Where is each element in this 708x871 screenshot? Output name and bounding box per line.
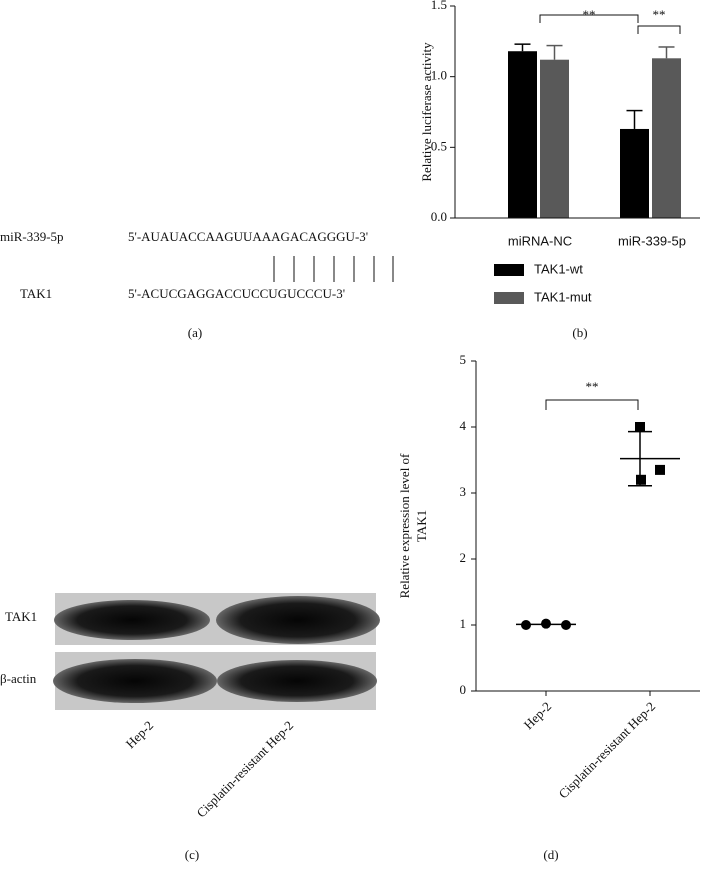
dot	[635, 422, 645, 432]
dot	[541, 618, 551, 629]
legend-label: TAK1-mut	[534, 289, 592, 304]
legend-swatch	[494, 264, 524, 276]
legend-swatch	[494, 292, 524, 304]
y-tick-label: 3	[460, 484, 467, 499]
caption: (d)	[543, 847, 558, 862]
significance-label: **	[586, 379, 599, 394]
sequence: 5'-AUAUACCAAGUUAAAGACAGGGU-3'	[128, 229, 368, 244]
significance-bracket	[637, 25, 681, 34]
y-tick-label: 1	[460, 616, 467, 631]
bar	[508, 51, 537, 218]
y-tick-label: 0.0	[431, 209, 447, 224]
y-tick-label: 1.5	[431, 0, 447, 12]
y-tick-label: 4	[460, 418, 467, 433]
y-axis-label: Relative luciferase activity	[419, 42, 434, 182]
x-tick-label: miRNA-NC	[508, 233, 572, 248]
x-tick-label: miR-339-5p	[618, 233, 686, 248]
y-tick-label: 0.5	[431, 138, 447, 153]
dot	[655, 464, 665, 475]
band	[216, 596, 380, 644]
sequence: 5'-ACUCGAGGACCUCCUGUCCCU-3'	[128, 286, 345, 301]
pairing-lines	[273, 256, 394, 282]
dot	[561, 620, 571, 630]
band	[53, 659, 217, 703]
lane-label: Hep-2	[123, 718, 157, 752]
significance-label: **	[653, 7, 666, 22]
bar	[652, 58, 681, 218]
x-tick-label: Cisplatin-resistant Hep-2	[555, 699, 658, 802]
legend-label: TAK1-wt	[534, 261, 583, 276]
band-label: TAK1	[5, 609, 37, 624]
caption: (a)	[188, 325, 202, 340]
bar	[620, 128, 649, 218]
dot	[636, 474, 646, 485]
seq-label: TAK1	[20, 286, 52, 301]
y-tick-label: 5	[460, 352, 467, 367]
caption: (c)	[185, 847, 199, 862]
significance-bracket	[545, 399, 639, 410]
seq-label: miR-339-5p	[0, 229, 64, 244]
x-tick-label: Hep-2	[521, 699, 555, 733]
y-tick-label: 0	[460, 682, 467, 697]
lane-label: Cisplatin-resistant Hep-2	[193, 718, 296, 821]
y-axis-label: TAK1	[414, 510, 429, 542]
y-tick-label: 2	[460, 550, 467, 565]
caption: (b)	[572, 325, 587, 340]
significance-label: **	[583, 7, 596, 22]
dot	[521, 620, 531, 630]
y-axis-label: Relative expression level of	[397, 453, 412, 598]
significance-bracket	[539, 14, 639, 23]
band-label: β-actin	[0, 671, 37, 686]
band	[54, 600, 210, 640]
bar	[540, 59, 569, 218]
y-tick-label: 1.0	[431, 68, 447, 83]
band	[217, 660, 377, 702]
